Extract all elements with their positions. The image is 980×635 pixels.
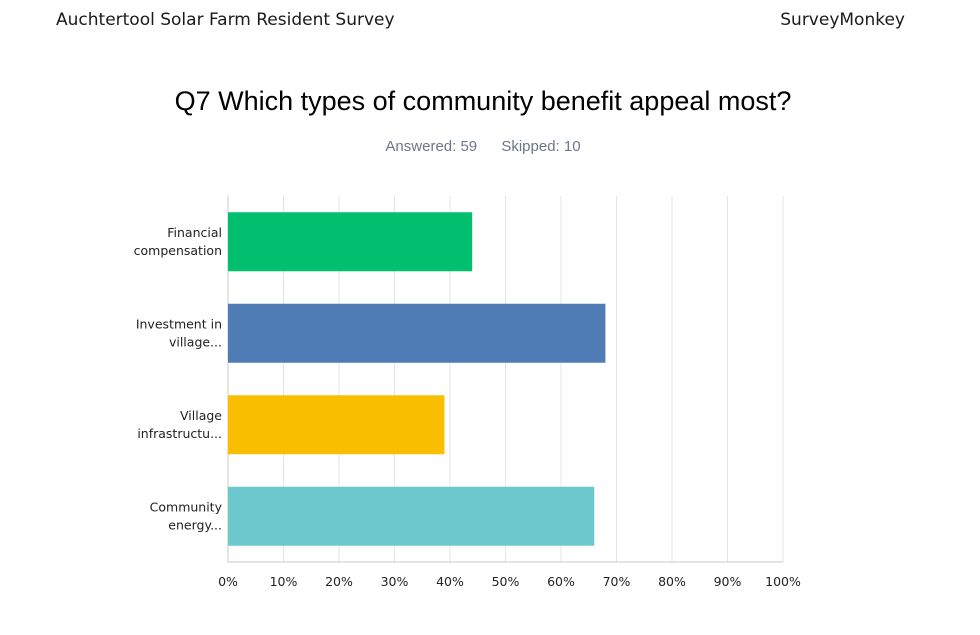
bar bbox=[228, 486, 595, 546]
survey-title: Auchtertool Solar Farm Resident Survey bbox=[56, 10, 395, 30]
bar bbox=[228, 212, 473, 272]
category-label: Community bbox=[150, 499, 223, 514]
category-label: village... bbox=[169, 334, 222, 349]
category-label: Village bbox=[180, 408, 222, 423]
brand-name: SurveyMonkey bbox=[780, 10, 905, 30]
x-tick-label: 40% bbox=[436, 574, 464, 589]
x-tick-label: 0% bbox=[218, 574, 238, 589]
category-label: energy... bbox=[168, 517, 222, 532]
x-tick-label: 80% bbox=[658, 574, 686, 589]
bar bbox=[228, 395, 445, 455]
bar bbox=[228, 303, 606, 363]
x-tick-label: 20% bbox=[325, 574, 353, 589]
category-label: compensation bbox=[134, 243, 222, 258]
category-label: infrastructu... bbox=[137, 426, 222, 441]
x-tick-label: 30% bbox=[381, 574, 409, 589]
x-tick-label: 100% bbox=[765, 574, 801, 589]
x-tick-label: 50% bbox=[492, 574, 520, 589]
category-label: Financial bbox=[167, 225, 222, 240]
question-title: Q7 Which types of community benefit appe… bbox=[174, 86, 792, 116]
x-tick-label: 90% bbox=[714, 574, 742, 589]
x-tick-label: 60% bbox=[547, 574, 575, 589]
x-tick-label: 10% bbox=[270, 574, 298, 589]
response-stats: Answered: 59 Skipped: 10 bbox=[0, 138, 966, 155]
answered-count: Answered: 59 bbox=[385, 138, 478, 155]
category-label: Investment in bbox=[136, 316, 222, 331]
skipped-count: Skipped: 10 bbox=[501, 138, 581, 155]
x-tick-label: 70% bbox=[603, 574, 631, 589]
